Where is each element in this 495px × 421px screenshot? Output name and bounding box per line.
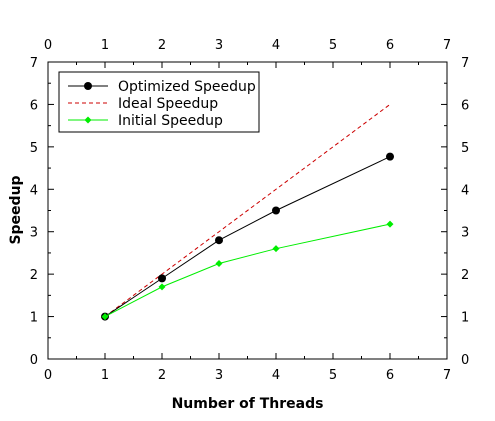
- legend-item-ideal-speedup: Ideal Speedup: [68, 96, 218, 112]
- x-tick-label-top: 0: [44, 38, 52, 53]
- x-tick-label: 1: [101, 368, 109, 383]
- y-tick-label: 5: [30, 141, 38, 156]
- initial-speedup-point: [215, 260, 223, 268]
- x-tick-label: 3: [215, 368, 223, 383]
- x-tick-label-top: 7: [443, 38, 451, 53]
- x-tick-label: 0: [44, 368, 52, 383]
- y-tick-label: 2: [30, 268, 38, 283]
- initial-speedup-point: [101, 313, 109, 321]
- x-tick-label: 7: [443, 368, 451, 383]
- optimized-speedup-point: [272, 206, 280, 215]
- x-tick-label-top: 4: [272, 38, 280, 53]
- legend-box: [58, 71, 260, 133]
- optimized-speedup-point: [386, 152, 394, 161]
- legend-marker: [84, 116, 92, 124]
- optimized-speedup-point: [215, 236, 223, 245]
- x-tick-label-top: 1: [101, 38, 109, 53]
- series-layer: [101, 104, 394, 321]
- ideal-speedup-series: [104, 104, 391, 317]
- y-tick-label-right: 5: [461, 141, 469, 156]
- y-tick-label: 3: [30, 226, 38, 241]
- x-tick-label-top: 3: [215, 38, 223, 53]
- legend-item-optimized-speedup: Optimized Speedup: [68, 79, 256, 95]
- x-tick-label: 6: [386, 368, 394, 383]
- y-tick-label-right: 6: [461, 98, 469, 113]
- y-tick-label: 4: [30, 183, 38, 198]
- initial-speedup-series: [101, 220, 394, 321]
- x-tick-label: 5: [329, 368, 337, 383]
- y-tick-label-right: 7: [461, 56, 469, 71]
- legend-label: Optimized Speedup: [118, 79, 256, 95]
- legend-label: Ideal Speedup: [118, 96, 218, 112]
- y-tick-label: 1: [30, 311, 38, 326]
- x-tick-label: 4: [272, 368, 280, 383]
- optimized-speedup-point: [158, 274, 166, 283]
- initial-speedup-point: [158, 283, 166, 291]
- x-tick-label-top: 5: [329, 38, 337, 53]
- y-tick-label-right: 4: [461, 183, 469, 198]
- x-axis-title: Number of Threads: [172, 396, 324, 412]
- y-axis-title: Speedup: [8, 175, 24, 244]
- plot-frame: [47, 61, 448, 360]
- y-tick-label-right: 2: [461, 268, 469, 283]
- initial-speedup-point: [386, 220, 394, 228]
- y-tick-label: 6: [30, 98, 38, 113]
- x-tick-label-top: 2: [158, 38, 166, 53]
- y-tick-label-right: 1: [461, 311, 469, 326]
- legend-item-initial-speedup: Initial Speedup: [68, 113, 223, 129]
- initial-speedup-point: [272, 245, 280, 253]
- initial-speedup-line: [104, 223, 391, 318]
- legend-marker: [84, 82, 92, 90]
- y-tick-label-right: 3: [461, 226, 469, 241]
- x-tick-label: 2: [158, 368, 166, 383]
- x-tick-label-top: 6: [386, 38, 394, 53]
- legend-label: Initial Speedup: [118, 113, 223, 129]
- y-tick-label: 7: [30, 56, 38, 71]
- y-tick-label-right: 0: [461, 353, 469, 368]
- ideal-speedup-line: [104, 104, 391, 317]
- y-tick-label: 0: [30, 353, 38, 368]
- optimized-speedup-line: [104, 156, 391, 317]
